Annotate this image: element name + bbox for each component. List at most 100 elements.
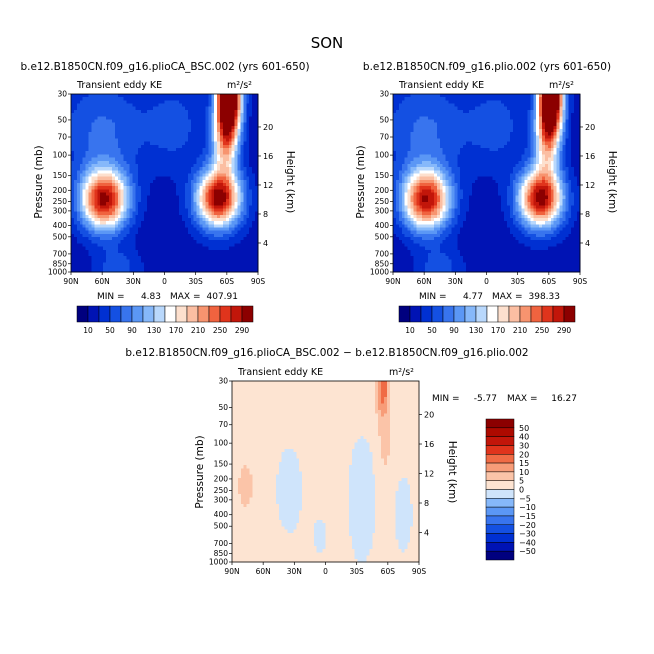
heatmap-cell	[184, 240, 189, 244]
heatmap-cell	[521, 116, 525, 120]
heatmap-cell	[211, 237, 215, 241]
heatmap-cell	[202, 237, 206, 241]
heatmap-cell	[577, 122, 581, 127]
heatmap-cell	[196, 173, 200, 178]
heatmap-cell	[135, 167, 139, 171]
heatmap-cell	[509, 141, 514, 146]
heatmap-cell	[556, 135, 560, 139]
heatmap-cell	[117, 157, 122, 162]
heatmap-cell	[120, 217, 124, 222]
heatmap-cell	[158, 176, 162, 181]
heatmap-cell	[79, 268, 84, 273]
heatmap-cell	[533, 148, 537, 152]
heatmap-cell	[413, 125, 417, 130]
heatmap-cell	[173, 106, 177, 111]
heatmap-cell	[577, 116, 581, 120]
heatmap-cell	[138, 192, 142, 197]
heatmap-cell	[445, 122, 449, 127]
heatmap-cell	[111, 132, 116, 136]
heatmap-cell	[149, 211, 154, 216]
heatmap-cell	[193, 141, 198, 146]
heatmap-cell	[222, 167, 227, 171]
heatmap-cell	[164, 237, 168, 241]
heatmap-cell	[155, 113, 160, 117]
heatmap-cell	[231, 268, 236, 273]
heatmap-cell	[544, 125, 549, 130]
heatmap-cell	[568, 141, 572, 146]
heatmap-cell	[433, 113, 438, 117]
heatmap-cell	[208, 176, 212, 181]
heatmap-cell	[234, 106, 238, 111]
heatmap-cell	[100, 176, 104, 181]
heatmap-cell	[176, 179, 180, 184]
heatmap-cell	[144, 246, 148, 251]
heatmap-cell	[544, 138, 549, 143]
heatmap-cell	[190, 233, 195, 238]
heatmap-cell	[182, 202, 186, 206]
heatmap-cell	[471, 128, 476, 133]
heatmap-cell	[489, 109, 493, 114]
heatmap-cell	[167, 227, 171, 232]
heatmap-cell	[466, 144, 470, 149]
heatmap-cell	[97, 141, 101, 146]
heatmap-cell	[425, 135, 429, 139]
heatmap-cell	[492, 135, 496, 139]
heatmap-cell	[559, 135, 563, 139]
heatmap-cell	[539, 106, 543, 111]
heatmap-cell	[501, 116, 505, 120]
heatmap-cell	[141, 240, 145, 244]
colorbar-swatch	[208, 305, 221, 323]
heatmap-cell	[176, 243, 180, 247]
heatmap-cell	[217, 221, 221, 225]
heatmap-cell	[79, 173, 84, 178]
heatmap-cell	[410, 138, 414, 143]
heatmap-cell	[161, 227, 165, 232]
heatmap-cell	[571, 97, 575, 101]
heatmap-cell	[146, 268, 151, 273]
heatmap-cell	[71, 138, 75, 143]
heatmap-cell	[106, 249, 110, 254]
heatmap-cell	[231, 106, 236, 111]
heatmap-cell	[574, 116, 578, 120]
heatmap-cell	[100, 202, 104, 206]
heatmap-cell	[196, 119, 200, 124]
heatmap-cell	[73, 249, 78, 254]
heatmap-cell	[161, 106, 165, 111]
heatmap-cell	[94, 176, 98, 181]
heatmap-cell	[521, 113, 525, 117]
heatmap-cell	[252, 221, 256, 225]
heatmap-cell	[222, 100, 227, 104]
heatmap-cell	[556, 116, 560, 120]
heatmap-cell	[190, 256, 195, 260]
heatmap-cell	[225, 198, 230, 203]
heatmap-cell	[114, 230, 119, 235]
heatmap-cell	[246, 119, 250, 124]
heatmap-cell	[474, 144, 479, 149]
heatmap-cell	[114, 94, 119, 98]
heatmap-cell	[243, 167, 247, 171]
heatmap-cell	[187, 237, 192, 241]
heatmap-cell	[553, 148, 558, 152]
heatmap-cell	[85, 183, 89, 187]
heatmap-cell	[393, 125, 397, 130]
heatmap-cell	[100, 268, 104, 273]
heatmap-cell	[436, 103, 441, 108]
heatmap-cell	[457, 128, 461, 133]
heatmap-cell	[249, 141, 253, 146]
heatmap-cell	[146, 103, 151, 108]
heatmap-cell	[556, 151, 560, 155]
heatmap-cell	[146, 163, 151, 168]
heatmap-cell	[146, 176, 151, 181]
heatmap-cell	[117, 230, 122, 235]
heatmap-cell	[123, 167, 127, 171]
heatmap-cell	[135, 100, 139, 104]
heatmap-cell	[428, 151, 432, 155]
heatmap-cell	[208, 192, 212, 197]
heatmap-cell	[88, 243, 92, 247]
heatmap-cell	[506, 132, 511, 136]
heatmap-cell	[237, 138, 241, 143]
heatmap-cell	[451, 132, 455, 136]
heatmap-cell	[474, 113, 479, 117]
heatmap-cell	[190, 163, 195, 168]
heatmap-cell	[240, 265, 244, 270]
